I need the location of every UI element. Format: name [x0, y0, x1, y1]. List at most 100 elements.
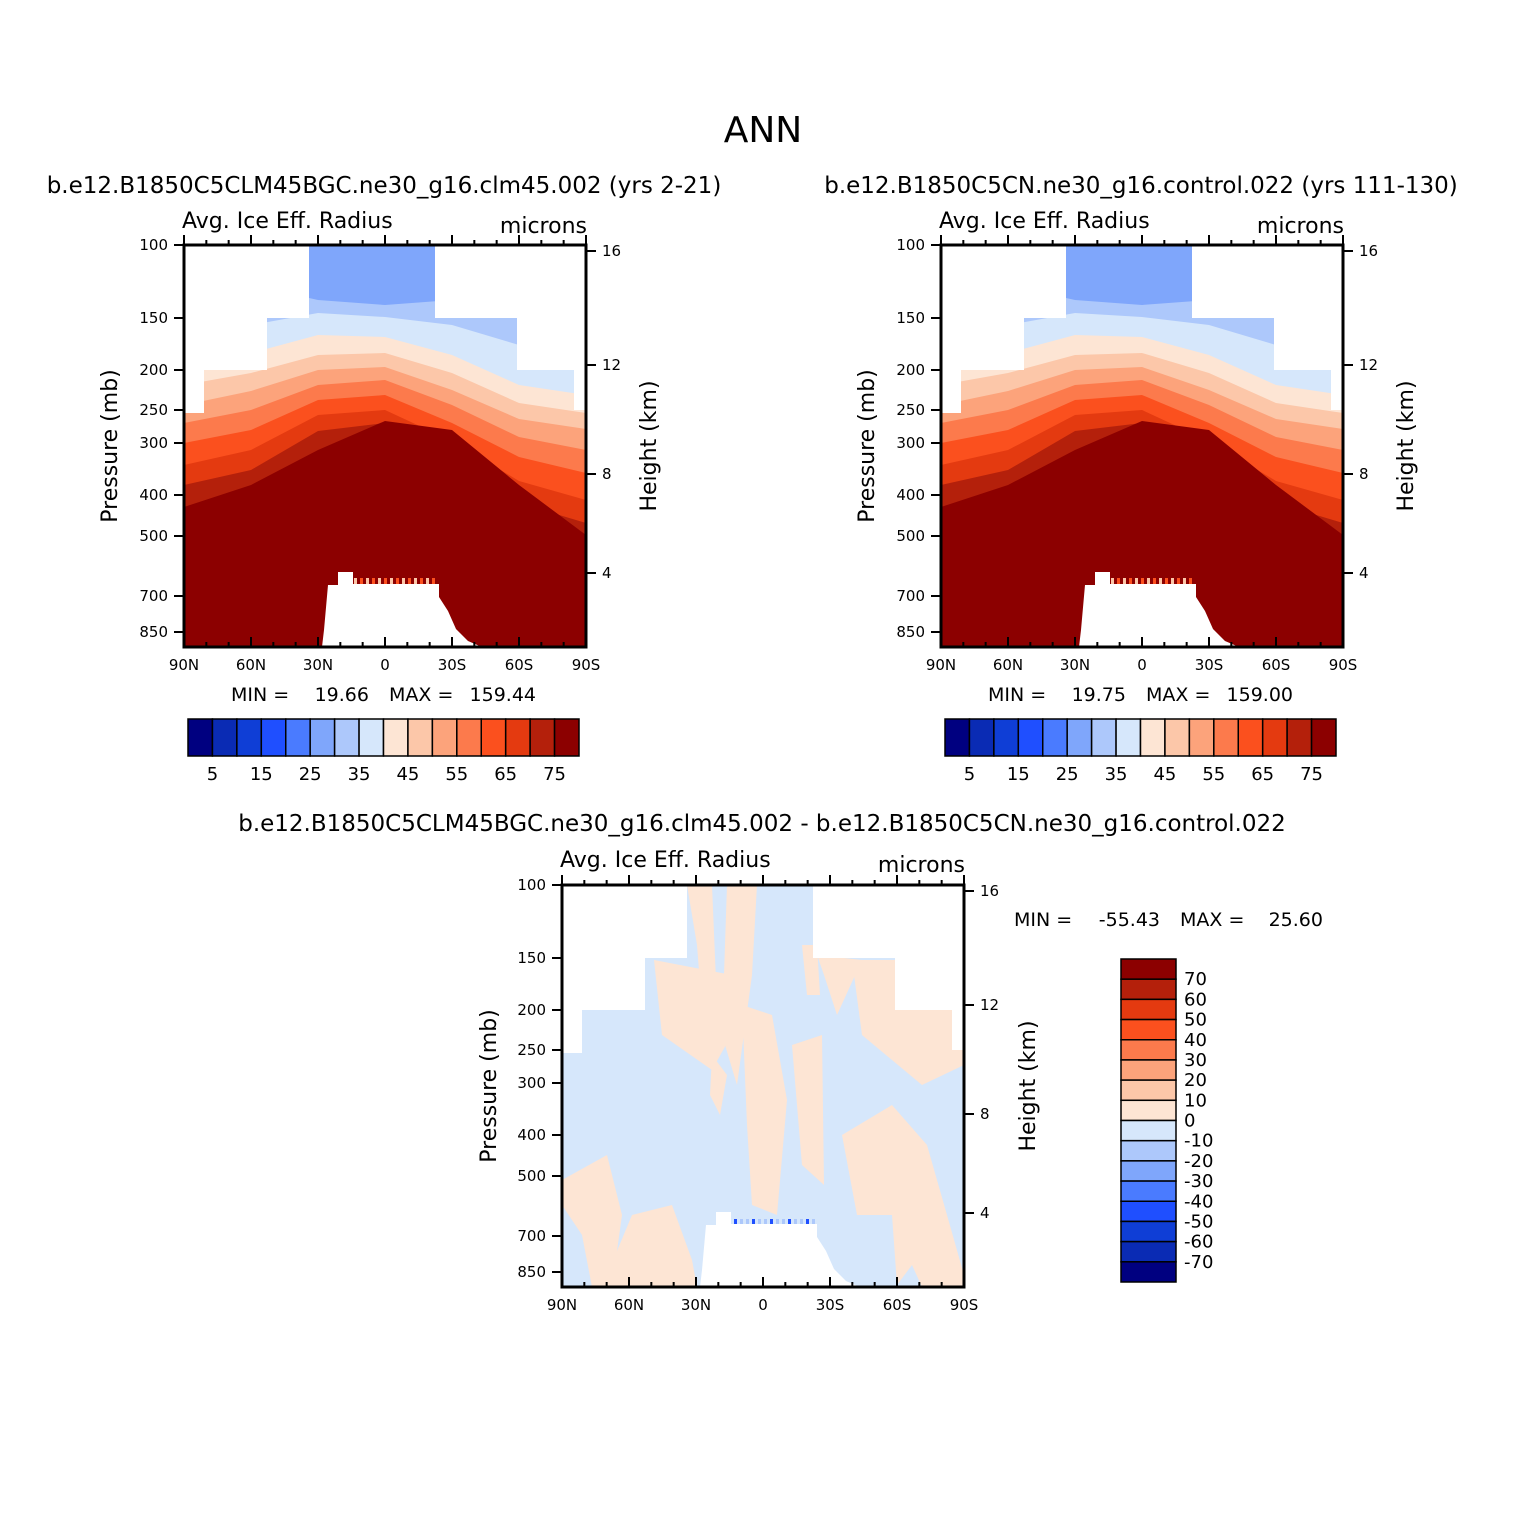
- max-value: 159.44: [470, 684, 536, 706]
- surface-speckle: [432, 578, 435, 584]
- panel-case1: b.e12.B1850C5CLM45BGC.ne30_g16.clm45.002…: [47, 173, 722, 785]
- y-tick-label: 100: [139, 236, 168, 254]
- height-axis-label: Height (km): [1016, 1020, 1041, 1151]
- colorbar-box: [358, 718, 385, 757]
- x-tick-label: 90N: [926, 656, 956, 674]
- colorbar-label: 25: [1056, 764, 1079, 785]
- y-tick-label: 250: [517, 1041, 546, 1059]
- contour-bands: [184, 245, 586, 647]
- colorbar-label: 35: [348, 764, 371, 785]
- colorbar-box: [1120, 1220, 1177, 1243]
- colorbar-box: [236, 718, 263, 757]
- panel-diff: b.e12.B1850C5CLM45BGC.ne30_g16.clm45.002…: [238, 811, 1323, 1314]
- y-axis-label: Pressure (mb): [98, 369, 123, 523]
- surface-speckle: [420, 578, 423, 584]
- x-tick-label: 90N: [547, 1296, 577, 1314]
- colorbar-box: [1188, 718, 1215, 757]
- colorbar-box: [1286, 718, 1313, 757]
- surface-speckle: [360, 578, 363, 584]
- colorbar-label: 65: [1251, 764, 1274, 785]
- colorbar-box: [1115, 718, 1142, 757]
- x-tick-label: 0: [758, 1296, 768, 1314]
- max-value: 159.00: [1227, 684, 1293, 706]
- colorbar-label: 40: [1184, 1030, 1207, 1051]
- x-tick-label: 60S: [883, 1296, 912, 1314]
- positive-patch-10: [710, 1055, 727, 1115]
- x-tick-label: 30N: [681, 1296, 711, 1314]
- colorbar-label: 15: [1007, 764, 1030, 785]
- surface-speckle: [794, 1219, 797, 1224]
- colorbar-box: [1120, 978, 1177, 1001]
- y-tick-label: 400: [517, 1126, 546, 1144]
- colorbar-label: 70: [1184, 969, 1207, 990]
- run-title: b.e12.B1850C5CLM45BGC.ne30_g16.clm45.002…: [238, 811, 1286, 837]
- colorbar-label: 35: [1105, 764, 1128, 785]
- surface-speckle: [1147, 578, 1150, 584]
- colorbar-label: 55: [1202, 764, 1225, 785]
- y-tick-label: 300: [517, 1074, 546, 1092]
- height-tick-label: 16: [602, 242, 621, 260]
- colorbar-label: 65: [494, 764, 517, 785]
- min-label: MIN =: [1014, 909, 1072, 931]
- height-tick-label: 16: [980, 882, 999, 900]
- units-label: microns: [878, 853, 965, 878]
- colorbar-box: [211, 718, 238, 757]
- colorbar-label: 60: [1184, 989, 1207, 1010]
- x-tick-label: 30S: [1195, 656, 1224, 674]
- x-tick-label: 0: [1137, 656, 1147, 674]
- colorbar-label: 15: [250, 764, 273, 785]
- surface-speckle: [1111, 578, 1114, 584]
- colorbar-box: [1164, 718, 1191, 757]
- colorbar-box: [1066, 718, 1093, 757]
- plot-frame: [552, 875, 974, 1289]
- surface-speckle: [372, 578, 375, 584]
- max-label: MAX =: [1180, 909, 1244, 931]
- colorbar-label: -30: [1184, 1171, 1213, 1192]
- surface-speckle: [1177, 578, 1180, 584]
- surface-speckle: [758, 1219, 761, 1224]
- x-tick-label: 30S: [816, 1296, 845, 1314]
- surface-speckle: [366, 578, 369, 584]
- colorbar-box: [1120, 1039, 1177, 1061]
- height-tick-labels: 16 12 8 4: [980, 882, 999, 1222]
- plot-frame: [174, 235, 596, 649]
- max-label: MAX =: [1146, 684, 1210, 706]
- positive-patch-5: [817, 955, 862, 1015]
- min-label: MIN =: [988, 684, 1046, 706]
- colorbar-box: [187, 718, 214, 757]
- y-tick-label: 700: [139, 587, 168, 605]
- surface-speckle: [1141, 578, 1144, 584]
- colorbar-box: [1120, 1139, 1177, 1162]
- positive-patch-7: [842, 1105, 964, 1287]
- contour-bands: [941, 245, 1343, 647]
- positive-patch-3: [742, 1005, 787, 1215]
- colorbar-box: [1120, 1160, 1177, 1182]
- colorbar-box: [1120, 1079, 1177, 1102]
- y-tick-label: 200: [139, 361, 168, 379]
- band-10: [941, 421, 1343, 647]
- colorbar-label: -60: [1184, 1232, 1213, 1253]
- colorbar-box: [968, 718, 995, 757]
- x-tick-label: 30S: [438, 656, 467, 674]
- positive-patch-2: [654, 960, 737, 1070]
- y-tick-label: 100: [517, 876, 546, 894]
- colorbar-box: [309, 718, 336, 757]
- y-tick-label: 200: [517, 1001, 546, 1019]
- colorbar: 5 15 25 35 45 55 65 75: [944, 718, 1337, 785]
- colorbar-label: -40: [1184, 1191, 1213, 1212]
- min-value: -55.43: [1099, 909, 1160, 931]
- variable-label: Avg. Ice Eff. Radius: [939, 209, 1150, 234]
- colorbar-box: [1139, 718, 1166, 757]
- run-title: b.e12.B1850C5CN.ne30_g16.control.022 (yr…: [824, 173, 1458, 199]
- y-tick-label: 850: [517, 1263, 546, 1281]
- y-tick-label: 250: [139, 401, 168, 419]
- colorbar-box: [1090, 718, 1117, 757]
- x-tick-label: 90S: [1329, 656, 1358, 674]
- y-tick-label: 150: [139, 309, 168, 327]
- y-axis-label: Pressure (mb): [855, 369, 880, 523]
- y-tick-label: 400: [896, 486, 925, 504]
- height-tick-label: 16: [1359, 242, 1378, 260]
- run-title: b.e12.B1850C5CLM45BGC.ne30_g16.clm45.002…: [47, 173, 722, 199]
- x-tick-label: 60S: [1262, 656, 1291, 674]
- surface-speckle: [1171, 578, 1174, 584]
